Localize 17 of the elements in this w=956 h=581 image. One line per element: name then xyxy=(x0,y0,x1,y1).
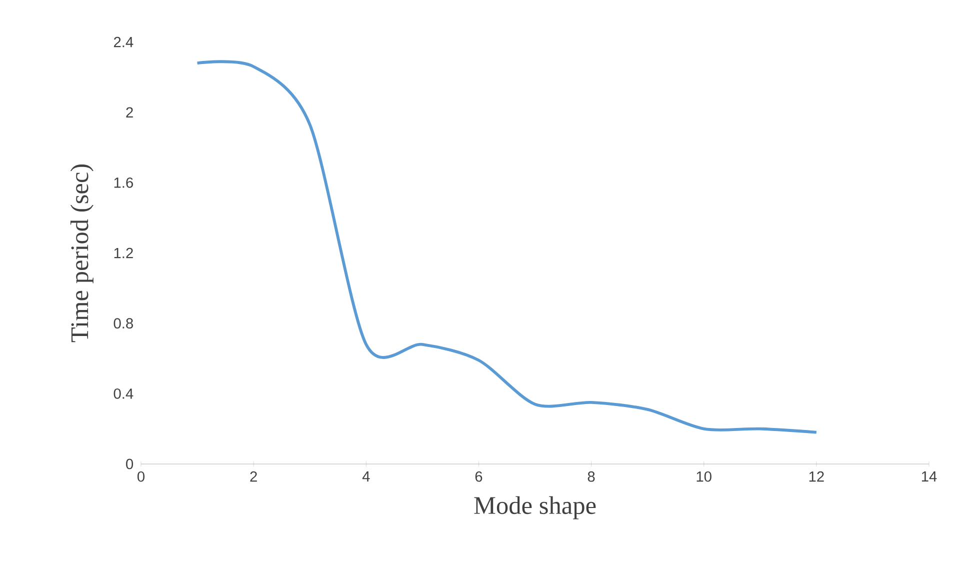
x-tick-label: 6 xyxy=(475,471,482,482)
y-tick-label: 0.8 xyxy=(114,318,133,329)
y-tick-label: 2.4 xyxy=(114,36,134,48)
y-tick-label: 2 xyxy=(126,107,133,118)
x-tick-label: 14 xyxy=(922,471,937,482)
y-tick-label: 0 xyxy=(126,458,134,470)
x-tick-label: 12 xyxy=(809,471,824,482)
x-tick-label: 8 xyxy=(588,471,595,482)
y-tick-label: 0.4 xyxy=(114,388,134,399)
x-tick-label: 4 xyxy=(362,471,370,482)
y-tick-label: 1.2 xyxy=(114,248,133,258)
x-tick-label: 0 xyxy=(137,471,144,482)
x-tick-label: 2 xyxy=(250,471,257,482)
x-tick-label: 10 xyxy=(696,471,712,482)
x-axis-title: Mode shape xyxy=(474,496,596,520)
y-tick-label: 1.6 xyxy=(114,177,133,188)
y-axis-title: Time period (sec) xyxy=(70,164,94,342)
